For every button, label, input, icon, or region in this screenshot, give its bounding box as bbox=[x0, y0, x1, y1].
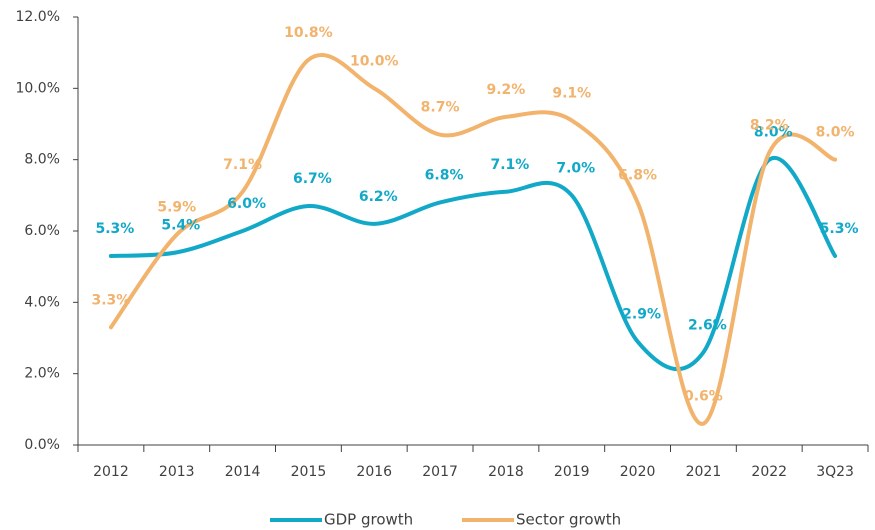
data-label: 6.8% bbox=[425, 167, 464, 183]
data-label: 10.0% bbox=[350, 53, 399, 69]
x-tick-label: 2019 bbox=[554, 464, 590, 480]
data-label: 0.6% bbox=[684, 389, 723, 405]
data-label: 10.8% bbox=[284, 25, 333, 41]
data-label: 8.7% bbox=[421, 100, 460, 116]
y-tick-label: 2.0% bbox=[24, 366, 60, 382]
x-tick-label: 2014 bbox=[225, 464, 261, 480]
x-tick-label: 2013 bbox=[159, 464, 195, 480]
x-tick-label: 2017 bbox=[422, 464, 458, 480]
data-label: 3.3% bbox=[92, 292, 131, 308]
data-label: 7.1% bbox=[491, 157, 530, 173]
data-label: 5.3% bbox=[96, 221, 135, 237]
x-tick-label: 2012 bbox=[93, 464, 129, 480]
data-label: 5.3% bbox=[820, 221, 859, 237]
y-tick-label: 0.0% bbox=[24, 437, 60, 453]
legend-label: Sector growth bbox=[516, 511, 621, 529]
y-tick-label: 6.0% bbox=[24, 223, 60, 239]
data-label: 6.7% bbox=[293, 171, 332, 187]
data-label: 9.2% bbox=[487, 82, 526, 98]
y-tick-label: 8.0% bbox=[24, 152, 60, 168]
x-tick-label: 2020 bbox=[620, 464, 656, 480]
legend-label: GDP growth bbox=[324, 511, 413, 529]
y-tick-label: 12.0% bbox=[16, 9, 60, 25]
data-label: 6.8% bbox=[618, 167, 657, 183]
data-label: 6.0% bbox=[227, 196, 266, 212]
data-label: 9.1% bbox=[552, 85, 591, 101]
x-tick-label: 2015 bbox=[291, 464, 327, 480]
data-label: 2.6% bbox=[688, 317, 727, 333]
data-label: 5.4% bbox=[161, 217, 200, 233]
x-tick-label: 2022 bbox=[751, 464, 787, 480]
x-tick-label: 2018 bbox=[488, 464, 524, 480]
x-tick-label: 2021 bbox=[686, 464, 722, 480]
data-label: 2.9% bbox=[622, 307, 661, 323]
data-label: 6.2% bbox=[359, 189, 398, 205]
data-label: 8.0% bbox=[816, 125, 855, 141]
line-series bbox=[108, 155, 838, 372]
x-tick-label: 3Q23 bbox=[816, 464, 854, 480]
data-label: 7.1% bbox=[223, 157, 262, 173]
x-tick-label: 2016 bbox=[356, 464, 392, 480]
y-tick-label: 4.0% bbox=[24, 294, 60, 310]
data-label: 7.0% bbox=[556, 160, 595, 176]
data-label: 8.0% bbox=[754, 125, 793, 141]
data-label: 5.9% bbox=[157, 200, 196, 216]
data-label: 8.2% bbox=[750, 118, 789, 134]
line-series bbox=[108, 52, 838, 426]
y-tick-label: 10.0% bbox=[16, 80, 60, 96]
